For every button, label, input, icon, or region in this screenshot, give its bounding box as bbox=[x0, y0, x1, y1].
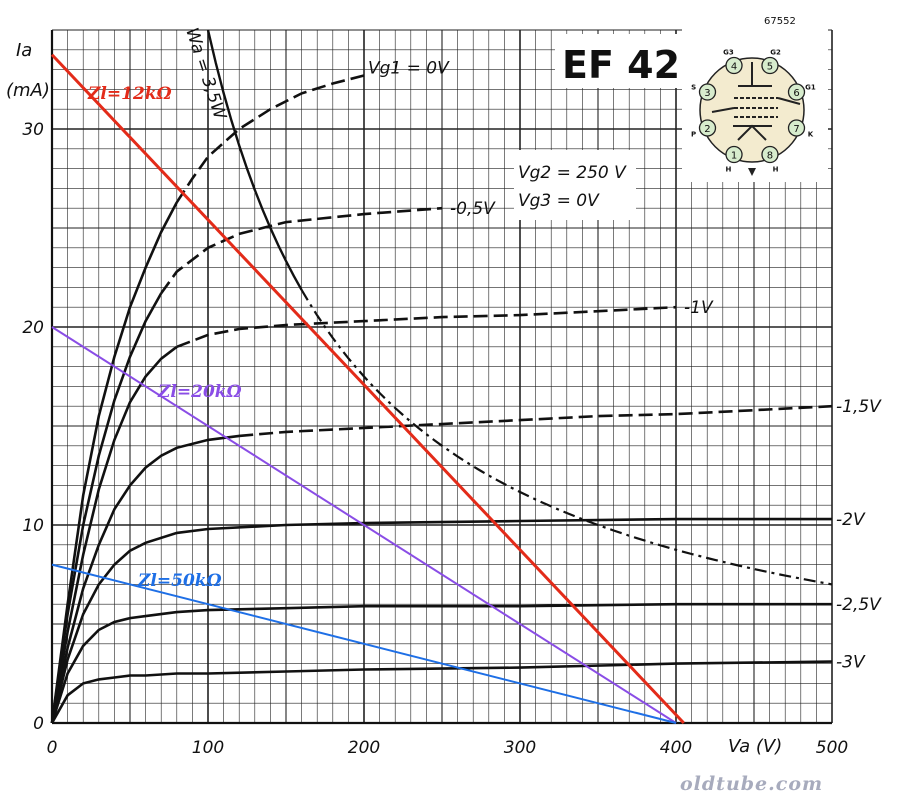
pin-name: H bbox=[725, 165, 731, 173]
curve-label--0.5V: -0,5V bbox=[450, 199, 496, 219]
curve--1V bbox=[50, 345, 178, 724]
x-axis-label: Va (V) bbox=[728, 736, 782, 757]
y-tick-label: 0 bbox=[33, 714, 44, 734]
pin-4 bbox=[725, 56, 743, 75]
y-tick-label: 10 bbox=[22, 516, 44, 536]
y-axis-label: Ia bbox=[16, 40, 32, 61]
curve--3V bbox=[50, 660, 833, 724]
pin-name: K bbox=[808, 131, 814, 139]
x-tick-label: 200 bbox=[348, 738, 380, 758]
pin-number: 2 bbox=[704, 124, 710, 135]
curve-label-Vg1=0V: Vg1 = 0V bbox=[368, 59, 450, 79]
curve-dashed--0.5V bbox=[160, 206, 443, 295]
pin-8 bbox=[761, 145, 779, 164]
condition-vg3: Vg3 = 0V bbox=[518, 191, 600, 211]
load-line-12k bbox=[50, 53, 685, 725]
curve--1.5V bbox=[50, 434, 240, 724]
conditions-backdrop bbox=[514, 150, 636, 220]
title-backdrop bbox=[555, 34, 685, 88]
pin-5 bbox=[761, 56, 779, 75]
load-line-20k bbox=[51, 326, 677, 724]
tick-labels: 0 100 200 300 400 500 0 10 20 30 bbox=[22, 120, 848, 758]
load-line-label-12k: Zl=12kΩ bbox=[87, 84, 172, 104]
curve-labels: Vg1 = 0V -0,5V -1V -1,5V -2V -2,5V -3V bbox=[368, 59, 882, 673]
curve-label--1V: -1V bbox=[684, 298, 714, 318]
pin-number: 5 bbox=[767, 61, 773, 72]
load-lines: Zl=12kΩ Zl=20kΩ Zl=50kΩ bbox=[50, 53, 685, 725]
curve-label--2.5V: -2,5V bbox=[836, 595, 882, 615]
pin-number: 3 bbox=[704, 88, 710, 99]
y-tick-label: 20 bbox=[22, 318, 44, 338]
pin-number: 6 bbox=[793, 88, 799, 99]
curve--2.5V bbox=[50, 602, 832, 724]
curve-dashed--1V bbox=[176, 305, 677, 349]
power-limit-solid bbox=[206, 29, 303, 291]
diagram-code: 67552 bbox=[764, 16, 796, 27]
curve-dashed--1.5V bbox=[239, 404, 833, 438]
pin-number: 7 bbox=[793, 124, 799, 135]
curve-label--3V: -3V bbox=[836, 653, 866, 673]
x-tick-label: 500 bbox=[816, 738, 848, 758]
x-tick-label: 100 bbox=[192, 738, 224, 758]
electrode-symbols bbox=[711, 62, 801, 141]
x-tick-label: 0 bbox=[47, 738, 58, 758]
x-tick-label: 400 bbox=[660, 738, 692, 758]
tube-title: EF 42 bbox=[562, 43, 680, 87]
key-marker bbox=[748, 168, 756, 176]
pin-name: S bbox=[691, 83, 696, 91]
pin-name: P bbox=[691, 131, 696, 139]
pin-name: G2 bbox=[770, 49, 781, 57]
characteristic-curves bbox=[50, 74, 833, 724]
pin-2 bbox=[698, 119, 717, 137]
y-tick-label: 30 bbox=[22, 120, 44, 140]
pin-name: G3 bbox=[723, 49, 734, 57]
pin-number: 8 bbox=[767, 151, 773, 162]
power-limit-dashed bbox=[300, 289, 833, 586]
pin-6 bbox=[787, 83, 806, 101]
load-line-label-50k: Zl=50kΩ bbox=[137, 571, 222, 591]
load-line-50k bbox=[51, 563, 677, 724]
curve-dashed-Vg1=0V bbox=[175, 74, 365, 204]
pin-7 bbox=[787, 119, 806, 137]
curve-label--2V: -2V bbox=[836, 510, 866, 530]
curve-label--1.5V: -1,5V bbox=[836, 397, 882, 417]
pin-1 bbox=[725, 145, 743, 164]
socket-circle bbox=[699, 57, 805, 163]
condition-vg2: Vg2 = 250 V bbox=[518, 163, 627, 183]
pin-number: 1 bbox=[731, 151, 737, 162]
curve--0.5V bbox=[50, 292, 163, 724]
pin-number: 4 bbox=[731, 61, 737, 72]
load-line-label-20k: Zl=20kΩ bbox=[157, 382, 242, 402]
x-tick-label: 300 bbox=[504, 738, 536, 758]
pin-name: G1 bbox=[805, 83, 816, 91]
watermark: oldtube.com bbox=[680, 773, 823, 795]
pin-3 bbox=[698, 83, 717, 101]
y-axis-unit: (mA) bbox=[6, 80, 50, 101]
pin-name: H bbox=[773, 165, 779, 173]
